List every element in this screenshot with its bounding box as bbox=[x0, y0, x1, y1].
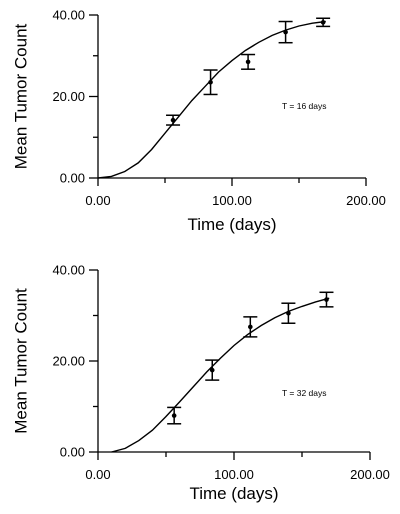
data-marker bbox=[283, 29, 288, 35]
annotation: T = 32 days bbox=[282, 388, 327, 398]
x-axis-label: Time (days) bbox=[189, 484, 278, 503]
data-marker bbox=[324, 297, 329, 302]
data-marker bbox=[171, 413, 177, 418]
data-points bbox=[166, 17, 331, 126]
x-tick-label: 200.00 bbox=[350, 467, 390, 482]
y-tick-label: 40.00 bbox=[52, 263, 85, 278]
y-axis-label: Mean Tumor Count bbox=[11, 288, 30, 434]
y-ticks: 0.00 20.00 40.00 bbox=[52, 8, 98, 186]
data-marker bbox=[209, 367, 215, 373]
x-tick-label: 100.00 bbox=[214, 467, 254, 482]
data-point bbox=[278, 20, 293, 44]
data-marker bbox=[286, 310, 291, 316]
x-axis-label: Time (days) bbox=[187, 215, 276, 234]
annotation: T = 16 days bbox=[282, 101, 327, 111]
data-point bbox=[166, 114, 181, 126]
chart-panel-top: 0.00 20.00 40.00 0.00 100.00 200.00 Mean Tum… bbox=[11, 8, 385, 235]
data-point bbox=[319, 291, 334, 308]
data-marker bbox=[245, 59, 251, 65]
data-point bbox=[205, 359, 220, 381]
x-tick-label: 0.00 bbox=[85, 467, 110, 482]
data-marker bbox=[248, 324, 253, 330]
data-point bbox=[281, 302, 296, 324]
y-tick-label: 20.00 bbox=[52, 354, 85, 369]
data-marker bbox=[208, 79, 213, 85]
data-marker bbox=[170, 117, 176, 123]
x-tick-label: 0.00 bbox=[85, 193, 110, 208]
y-tick-label: 40.00 bbox=[52, 8, 85, 23]
y-ticks: 0.00 20.00 40.00 bbox=[52, 263, 98, 460]
y-tick-label: 20.00 bbox=[52, 89, 85, 104]
x-ticks: 0.00 100.00 200.00 bbox=[85, 452, 390, 482]
data-point bbox=[316, 17, 331, 28]
data-point bbox=[241, 53, 256, 70]
y-axis-label: Mean Tumor Count bbox=[11, 23, 30, 169]
x-ticks: 0.00 100.00 200.00 bbox=[85, 178, 386, 208]
data-points bbox=[167, 291, 334, 425]
x-tick-label: 200.00 bbox=[346, 193, 386, 208]
y-tick-label: 0.00 bbox=[60, 445, 85, 460]
data-point bbox=[167, 406, 182, 425]
fitted-curve bbox=[97, 20, 326, 179]
chart-panel-bottom: 0.00 20.00 40.00 0.00 100.00 200.00 Mean Tum… bbox=[11, 263, 389, 504]
x-tick-label: 100.00 bbox=[212, 193, 252, 208]
data-point bbox=[243, 316, 258, 338]
data-point bbox=[203, 69, 218, 96]
fitted-curve bbox=[111, 297, 330, 453]
data-marker bbox=[320, 20, 326, 25]
y-tick-label: 0.00 bbox=[60, 171, 85, 186]
